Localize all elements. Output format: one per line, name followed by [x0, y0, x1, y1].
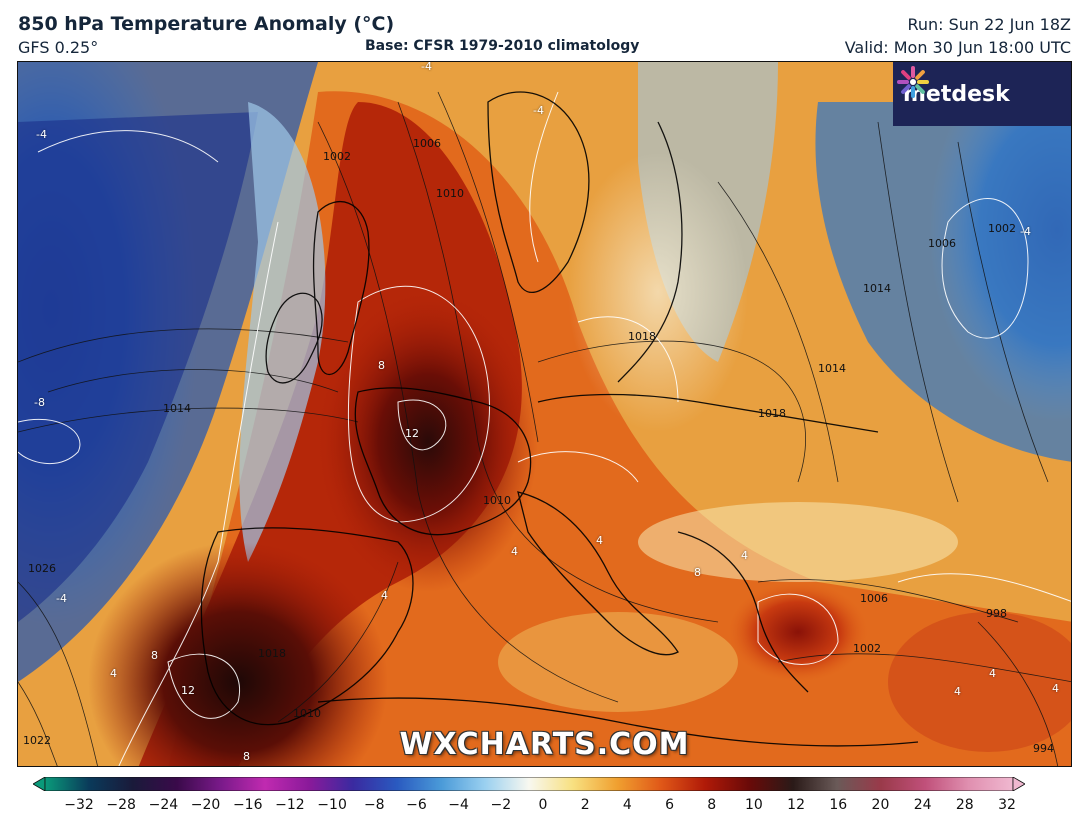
isobar-label: 1006	[413, 137, 441, 150]
isobar-label: 1014	[863, 282, 891, 295]
anomaly-map[interactable]: metdesk 1002 1006 1010 1014 1018 1018 10…	[17, 61, 1072, 767]
anomaly-label: 4	[110, 667, 117, 680]
metdesk-flower-icon	[897, 66, 929, 98]
colorbar	[33, 777, 1025, 791]
anomaly-label: 8	[243, 750, 250, 763]
colorbar-tick-label: 32	[998, 797, 1016, 813]
run-time-label: Run: Sun 22 Jun 18Z	[907, 15, 1071, 34]
colorbar-svg	[33, 777, 1025, 791]
colorbar-tick-label: −20	[190, 797, 221, 813]
colorbar-gradient	[44, 777, 1014, 791]
isobar-label: 994	[1033, 742, 1054, 755]
colorbar-tick-label: −4	[448, 797, 469, 813]
isobar-label: 1018	[758, 407, 786, 420]
colorbar-tick-label: 8	[707, 797, 717, 813]
map-field-svg	[18, 62, 1071, 766]
anomaly-label: -4	[36, 128, 47, 141]
isobar-label: 1002	[853, 642, 881, 655]
isobar-label: 1006	[860, 592, 888, 605]
anomaly-label: 12	[181, 684, 195, 697]
isobar-label: 1026	[28, 562, 56, 575]
metdesk-logo[interactable]: metdesk	[893, 62, 1071, 126]
climatology-base-label: Base: CFSR 1979-2010 climatology	[365, 38, 640, 54]
isobar-label: 1010	[293, 707, 321, 720]
colorbar-tick-label: −6	[406, 797, 427, 813]
colorbar-tick-label: −28	[106, 797, 136, 813]
colorbar-tick-label: −32	[64, 797, 94, 813]
colorbar-tick-label: −12	[275, 797, 305, 813]
wxcharts-watermark: WXCHARTS.COM	[399, 727, 690, 762]
colorbar-tick-label: −24	[148, 797, 179, 813]
anomaly-label: -4	[1020, 225, 1031, 238]
anomaly-label: 4	[511, 545, 518, 558]
colorbar-tick-label: −16	[232, 797, 263, 813]
anomaly-label: 8	[378, 359, 385, 372]
colorbar-tick-label: 2	[580, 797, 590, 813]
anomaly-label: 8	[151, 649, 158, 662]
isobar-label: 1022	[23, 734, 51, 747]
colorbar-tick-label: 20	[871, 797, 890, 813]
anomaly-label: 4	[989, 667, 996, 680]
colorbar-tick-label: −10	[317, 797, 347, 813]
isobar-label: 1002	[988, 222, 1016, 235]
colorbar-tick-label: 12	[787, 797, 805, 813]
isobar-label: 998	[986, 607, 1007, 620]
colorbar-right-arrow	[1012, 777, 1025, 791]
anomaly-label: -8	[34, 396, 45, 409]
isobar-label: 1010	[483, 494, 511, 507]
colorbar-tick-label: 6	[665, 797, 674, 813]
colorbar-tick-label: 0	[538, 797, 548, 813]
colorbar-tick-label: −2	[490, 797, 512, 813]
colorbar-ticks: −32 −28 −24 −20 −16 −12 −10 −8 −6 −4 −2 0 2 4 6 8 10 12 16…	[0, 797, 1088, 819]
colorbar-tick-label: −8	[363, 797, 385, 813]
anomaly-label: -4	[421, 61, 432, 73]
colorbar-tick-label: 4	[622, 797, 632, 813]
isobar-label: 1014	[818, 362, 846, 375]
isobar-label: 1010	[436, 187, 464, 200]
anomaly-label: -4	[533, 104, 544, 117]
colorbar-tick-label: 16	[829, 797, 848, 813]
chart-title: 850 hPa Temperature Anomaly (°C)	[18, 13, 395, 35]
metdesk-logo-text: metdesk	[903, 81, 1010, 107]
anomaly-label: 4	[741, 549, 748, 562]
isobar-label: 1018	[258, 647, 286, 660]
isobar-label: 1006	[928, 237, 956, 250]
isobar-label: 1014	[163, 402, 191, 415]
model-label: GFS 0.25°	[18, 38, 99, 57]
colorbar-tick-label: 10	[744, 797, 763, 813]
anomaly-label: 4	[1052, 682, 1059, 695]
isobar-label: 1018	[628, 330, 656, 343]
anomaly-label: 4	[596, 534, 603, 547]
colorbar-tick-label: 24	[913, 797, 932, 813]
isobar-label: 1002	[323, 150, 351, 163]
colorbar-tick-label: 28	[955, 797, 974, 813]
anomaly-label: 12	[405, 427, 419, 440]
anomaly-label: 4	[381, 589, 388, 602]
anomaly-label: 8	[694, 566, 701, 579]
anomaly-label: 4	[954, 685, 961, 698]
valid-time-label: Valid: Mon 30 Jun 18:00 UTC	[844, 38, 1071, 57]
colorbar-left-arrow	[33, 777, 46, 791]
anomaly-label: -4	[56, 592, 67, 605]
